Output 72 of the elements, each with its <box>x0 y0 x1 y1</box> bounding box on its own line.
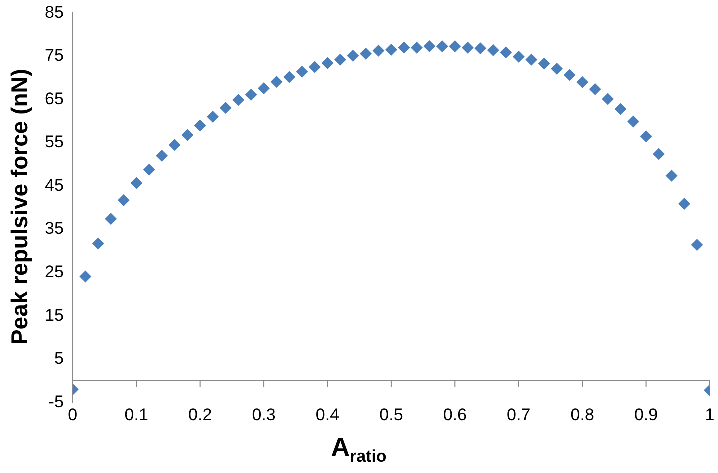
point <box>232 94 245 106</box>
point <box>143 164 156 176</box>
point <box>309 61 322 74</box>
point <box>258 82 270 94</box>
point <box>105 213 118 226</box>
point <box>270 76 283 88</box>
point <box>691 239 704 252</box>
x-tick-label: 0.7 <box>507 405 531 424</box>
point <box>130 177 143 190</box>
point <box>576 76 589 88</box>
point <box>347 50 360 62</box>
point <box>602 93 614 106</box>
x-tick-label: 0.6 <box>443 405 467 424</box>
point <box>372 44 385 57</box>
point <box>385 44 398 56</box>
point <box>666 170 678 182</box>
y-tick-label: -5 <box>48 392 64 412</box>
x-tick-label: 0.4 <box>316 405 340 424</box>
x-tick-label: 0.1 <box>124 405 148 424</box>
point <box>628 116 640 128</box>
x-tick-label: 0.3 <box>252 405 276 424</box>
point <box>182 129 194 142</box>
point <box>512 50 525 63</box>
point <box>449 40 462 53</box>
point <box>168 139 181 152</box>
point <box>424 40 436 53</box>
x-tick-label: 0.2 <box>188 405 212 424</box>
point <box>640 130 652 143</box>
point <box>220 102 232 114</box>
point <box>296 66 308 78</box>
point <box>80 270 92 283</box>
x-tick-label: 0.8 <box>570 405 594 424</box>
y-tick-label: 65 <box>44 89 64 108</box>
point <box>436 40 448 53</box>
x-axis-title: A$_{ratio}$ <box>330 432 388 468</box>
point <box>526 54 538 66</box>
x-tick-label: 0 <box>68 405 78 424</box>
x-tick-label: 0.9 <box>634 405 658 424</box>
point <box>474 42 487 55</box>
point <box>487 44 500 56</box>
point <box>551 63 564 76</box>
point <box>678 198 691 210</box>
point <box>589 83 602 96</box>
y-tick-label: 85 <box>44 2 64 22</box>
y-tick-label: 45 <box>44 176 64 195</box>
point <box>614 103 627 116</box>
point <box>245 88 258 101</box>
x-tick-label: 1 <box>705 405 715 424</box>
y-tick-label: 5 <box>54 349 64 368</box>
y-tick-label: 55 <box>44 132 64 152</box>
x-tick-label: 0.5 <box>380 405 404 424</box>
point <box>194 120 206 132</box>
point <box>284 71 296 84</box>
point <box>322 57 334 70</box>
point <box>360 48 372 60</box>
y-tick-label: 35 <box>44 219 64 238</box>
point <box>207 111 220 124</box>
y-axis-title: Peak repulsive force (nN) <box>6 68 34 346</box>
point <box>410 42 423 54</box>
point <box>462 42 474 54</box>
point <box>564 69 576 82</box>
point <box>118 194 130 207</box>
point <box>334 54 346 66</box>
point <box>538 58 550 70</box>
y-tick-label: 25 <box>44 262 64 282</box>
point <box>92 238 104 250</box>
point <box>156 150 168 162</box>
y-tick-label: 15 <box>44 306 64 325</box>
point <box>398 42 410 54</box>
y-tick-label: 75 <box>44 46 64 66</box>
point <box>653 148 666 160</box>
point <box>500 46 512 59</box>
